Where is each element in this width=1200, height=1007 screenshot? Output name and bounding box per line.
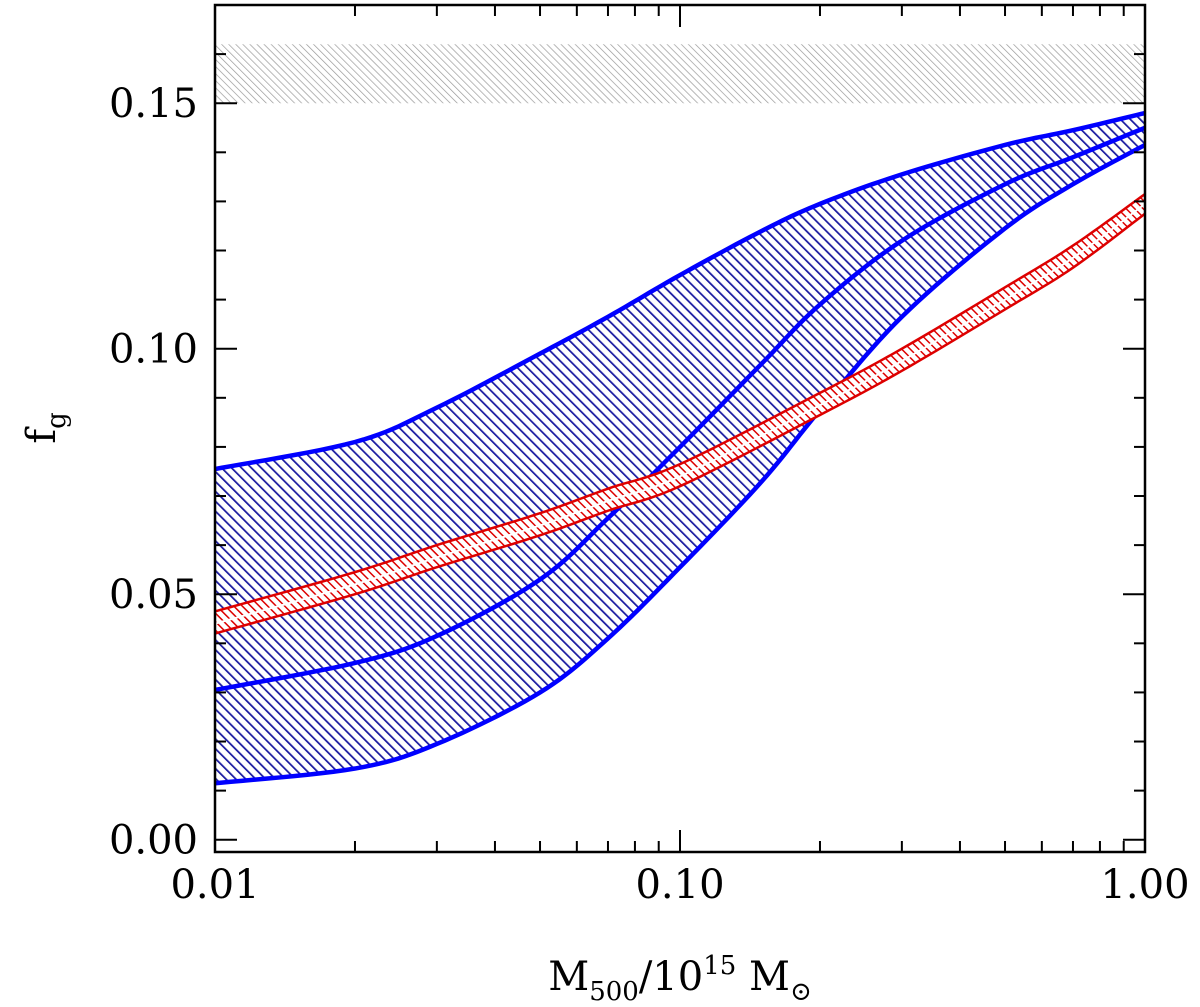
red-middle-line [215, 203, 1145, 625]
blue-upper-line [215, 110, 1145, 472]
plot-frame [213, 3, 1147, 854]
blue-lower-line [215, 142, 1145, 786]
tick-labels: 0.01 0.10 1.00 0.00 0.05 0.10 0.15 [109, 81, 1190, 908]
ticks-layer [214, 4, 1146, 852]
red-upper-line [215, 193, 1145, 613]
y-tick-label: 0.15 [109, 81, 198, 127]
x-axis-label: M500/1015 M⊙ [548, 951, 812, 1007]
y-tick-label: 0.00 [109, 818, 198, 864]
y-axis-label: fg [19, 412, 72, 443]
y-tick-label: 0.10 [109, 327, 198, 373]
gray-band-area [215, 44, 1145, 104]
bands-layer [215, 44, 1145, 786]
x-tick-label: 0.10 [635, 862, 724, 908]
red-band-area [215, 194, 1145, 634]
blue-middle-line [215, 125, 1145, 693]
x-tick-label: 1.00 [1100, 862, 1189, 908]
x-tick-label: 0.01 [170, 862, 259, 908]
red-lower-line [215, 212, 1145, 635]
y-tick-label: 0.05 [109, 572, 198, 618]
